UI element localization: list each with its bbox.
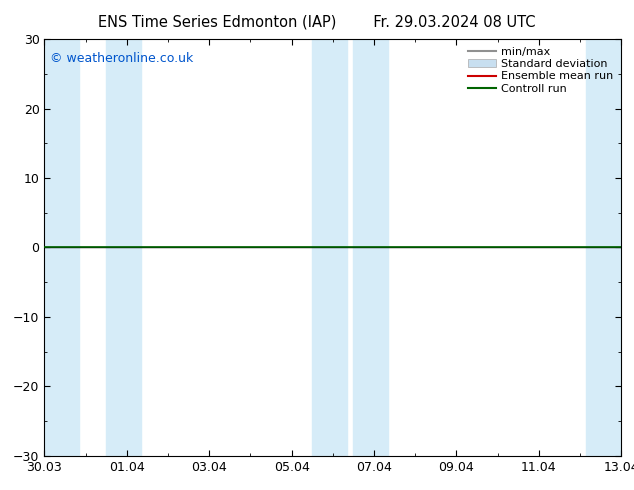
Bar (44, 39, 79, 456)
Text: ENS Time Series Edmonton (IAP)        Fr. 29.03.2024 08 UTC: ENS Time Series Edmonton (IAP) Fr. 29.03… (98, 15, 536, 30)
Bar (312, 39, 347, 456)
Bar (106, 39, 141, 456)
Text: © weatheronline.co.uk: © weatheronline.co.uk (50, 51, 193, 65)
Legend: min/max, Standard deviation, Ensemble mean run, Controll run: min/max, Standard deviation, Ensemble me… (466, 45, 616, 96)
Bar (353, 39, 389, 456)
Bar (586, 39, 621, 456)
